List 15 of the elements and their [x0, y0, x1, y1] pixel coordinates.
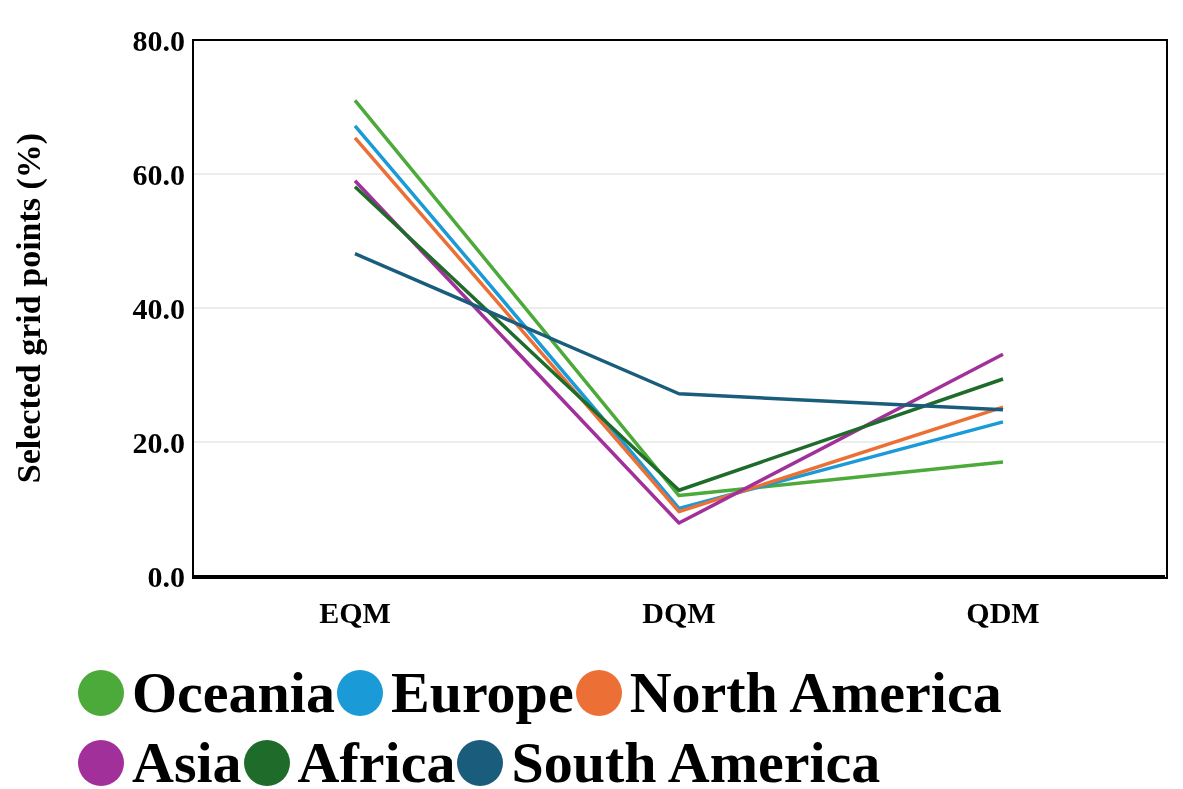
legend-label: Oceania	[132, 659, 335, 727]
x-tick-label: QDM	[966, 596, 1040, 630]
legend-label: Europe	[390, 659, 574, 727]
x-tick-label: DQM	[642, 596, 716, 630]
y-tick-label: 60.0	[132, 157, 185, 191]
y-axis-title: Selected grid points (%)	[10, 132, 49, 484]
legend-label: Africa	[297, 729, 456, 789]
legend-label: South America	[511, 729, 881, 789]
legend-label: Asia	[132, 729, 242, 789]
y-tick-label: 0.0	[147, 559, 185, 593]
legend-label: North America	[629, 659, 1002, 727]
y-tick-label: 20.0	[132, 425, 185, 459]
x-tick-label: EQM	[319, 596, 391, 630]
y-tick-label: 80.0	[132, 23, 185, 57]
y-tick-label: 40.0	[132, 291, 185, 325]
